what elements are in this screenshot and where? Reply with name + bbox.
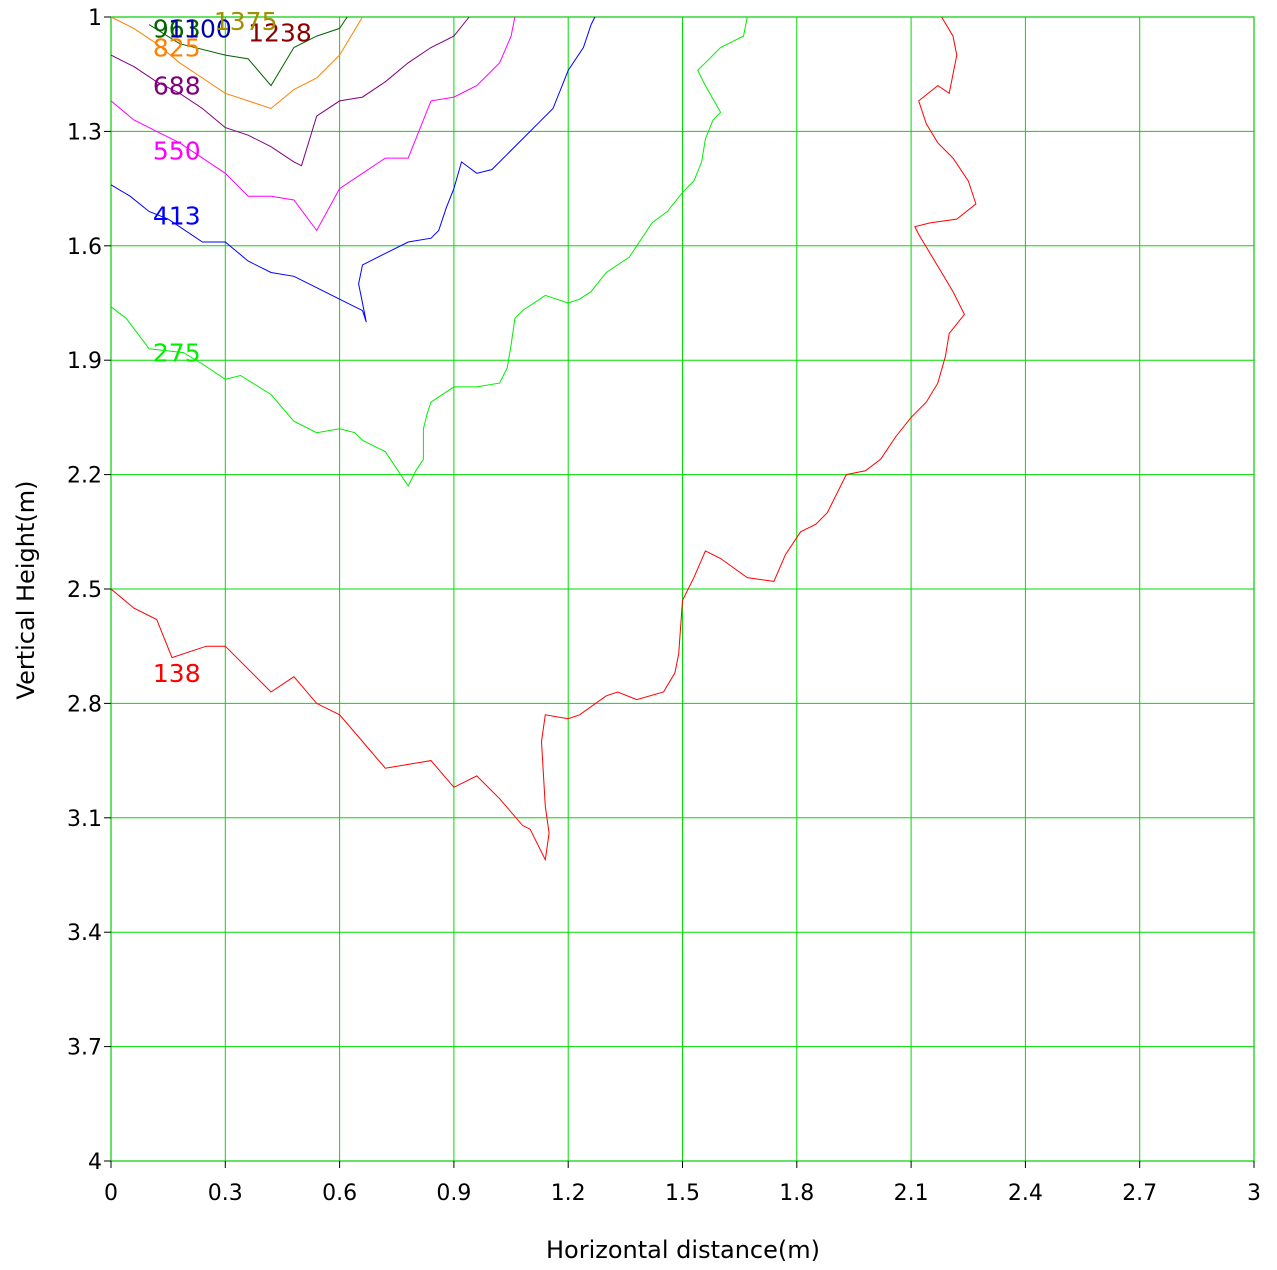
x-tick-label: 1.2: [551, 1181, 586, 1206]
y-tick-label: 2.2: [67, 464, 102, 489]
x-tick-label: 0.6: [322, 1181, 357, 1206]
y-tick-label: 1: [88, 6, 102, 31]
y-tick-label: 3.4: [67, 921, 102, 946]
contour-line-413: [110, 16, 596, 323]
x-tick-label: 2.4: [1008, 1181, 1043, 1206]
x-tick-label: 2.1: [894, 1181, 929, 1206]
contour-line-550: [110, 16, 516, 232]
grid: [110, 16, 1255, 1162]
contour-label-550: 550: [153, 136, 201, 165]
x-axis-label: Horizontal distance(m): [546, 1236, 820, 1264]
contour-label-825: 825: [153, 34, 201, 63]
y-tick-label: 1.9: [67, 349, 102, 374]
contour-label-1375: 1375: [214, 7, 278, 36]
contour-label-413: 413: [153, 201, 201, 230]
contour-line-688: [110, 16, 470, 167]
y-tick-label: 1.6: [67, 235, 102, 260]
y-tick-label: 1.3: [67, 120, 102, 145]
x-tick-label: 3: [1247, 1181, 1261, 1206]
x-tick-label: 2.7: [1122, 1181, 1157, 1206]
contour-line-825: [110, 16, 363, 110]
contour-label-688: 688: [153, 72, 201, 101]
x-tick-label: 1.8: [779, 1181, 814, 1206]
contour-line-138: [110, 16, 977, 862]
y-tick-label: 3.1: [67, 807, 102, 832]
contour-line-275: [110, 16, 748, 487]
contour-label-1238: 1238: [248, 18, 312, 47]
contour-label-1100: 1100: [168, 14, 232, 43]
y-tick-label: 2.5: [67, 578, 102, 603]
y-axis-ticks: 1 1.3 1.6 1.9 2.2 2.5 2.8 3.1 3.4 3.7 4: [67, 6, 111, 1175]
contour-label-963: 963: [153, 14, 201, 43]
y-tick-label: 4: [88, 1150, 102, 1175]
x-tick-label: 0.9: [436, 1181, 471, 1206]
y-tick-label: 3.7: [67, 1036, 102, 1061]
contour-label-138: 138: [153, 659, 201, 688]
x-tick-label: 0.3: [208, 1181, 243, 1206]
y-axis-label: Vertical Height(m): [12, 481, 40, 700]
x-tick-label: 1.5: [665, 1181, 700, 1206]
contour-line-963: [148, 16, 348, 87]
x-tick-label: 0: [104, 1181, 118, 1206]
contour-lines: [110, 16, 977, 862]
y-tick-label: 2.8: [67, 692, 102, 717]
x-axis-ticks: 0 0.3 0.6 0.9 1.2 1.5 1.8 2.1 2.4 2.7 3: [104, 1161, 1261, 1206]
contour-label-275: 275: [153, 339, 201, 368]
